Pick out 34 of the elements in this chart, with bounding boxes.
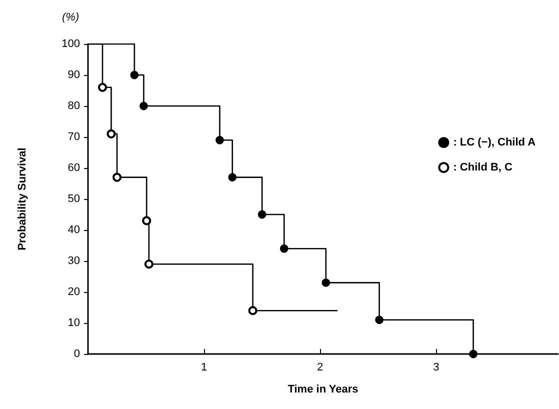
x-tick-label: 3 — [433, 362, 440, 374]
point — [140, 102, 148, 110]
y-tick-label: 0 — [74, 348, 80, 360]
text: (%) — [62, 12, 80, 24]
legend-label: : LC (−), Child A — [453, 136, 536, 148]
point — [98, 82, 108, 92]
point — [112, 172, 122, 182]
point — [258, 210, 266, 219]
x-tick-label: 2 — [317, 362, 324, 374]
y-tick-label: 30 — [68, 255, 80, 267]
x-tick-label: 1 — [200, 362, 208, 374]
point — [130, 70, 139, 80]
point — [216, 136, 224, 144]
y-axis-title: Probability Survival — [16, 148, 28, 250]
point — [322, 278, 330, 287]
y-tick-label: 100 — [62, 38, 80, 50]
point — [375, 316, 384, 324]
y-tick-label: 90 — [68, 69, 80, 81]
x-axis-title: Time in Years — [288, 384, 358, 396]
y-tick-label: 40 — [68, 224, 80, 236]
point — [144, 260, 154, 269]
point — [228, 173, 237, 182]
point — [280, 244, 288, 253]
y-tick-label: 10 — [68, 317, 80, 329]
legend-label: : Child B, C — [453, 162, 513, 174]
point — [469, 350, 478, 358]
y-tick-label: 70 — [68, 131, 80, 143]
y-tick-label: 80 — [68, 100, 80, 112]
point — [248, 306, 258, 316]
point — [106, 129, 116, 138]
point — [142, 216, 152, 226]
y-tick-label: 20 — [68, 286, 80, 298]
y-tick-label: 60 — [68, 162, 80, 174]
y-tick-label: 50 — [68, 193, 80, 205]
